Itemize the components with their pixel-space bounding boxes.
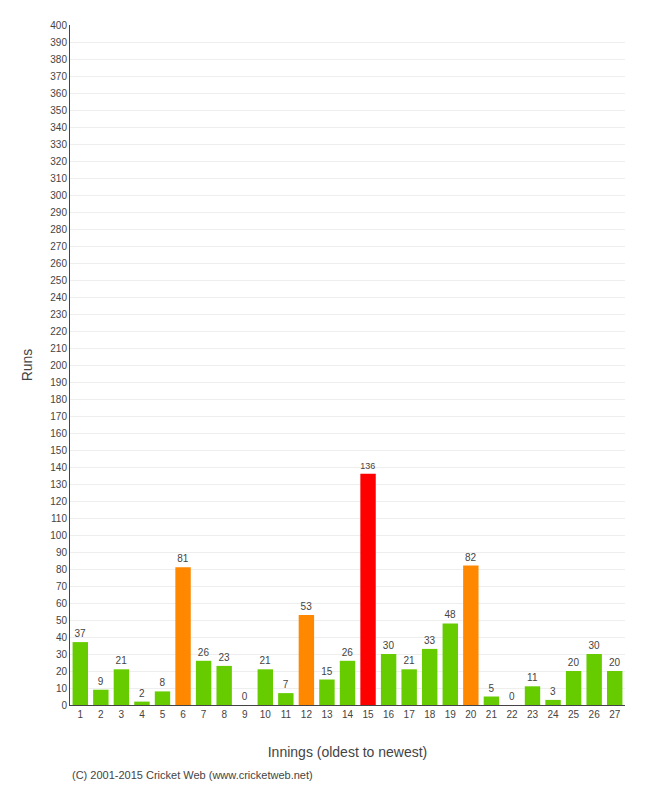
svg-text:81: 81 (177, 553, 189, 564)
svg-text:9: 9 (98, 676, 104, 687)
svg-text:19: 19 (445, 709, 457, 720)
svg-text:21: 21 (486, 709, 498, 720)
svg-text:30: 30 (56, 649, 68, 660)
svg-text:11: 11 (281, 709, 292, 720)
svg-text:16: 16 (383, 709, 395, 720)
svg-text:230: 230 (50, 309, 67, 320)
svg-text:50: 50 (56, 615, 68, 626)
svg-text:180: 180 (50, 394, 67, 405)
svg-text:26: 26 (589, 709, 601, 720)
svg-text:260: 260 (50, 258, 67, 269)
svg-text:150: 150 (50, 445, 67, 456)
svg-text:10: 10 (56, 683, 68, 694)
svg-text:13: 13 (321, 709, 333, 720)
svg-text:80: 80 (56, 564, 68, 575)
svg-text:370: 370 (50, 71, 67, 82)
svg-text:310: 310 (50, 173, 67, 184)
svg-text:330: 330 (50, 139, 67, 150)
svg-text:30: 30 (588, 640, 600, 651)
svg-text:21: 21 (403, 655, 415, 666)
svg-text:17: 17 (404, 709, 416, 720)
svg-text:90: 90 (56, 547, 68, 558)
svg-text:300: 300 (50, 190, 67, 201)
svg-text:170: 170 (50, 411, 67, 422)
svg-text:100: 100 (50, 530, 67, 541)
svg-text:2: 2 (139, 688, 145, 699)
svg-text:250: 250 (50, 275, 67, 286)
svg-text:3: 3 (119, 709, 125, 720)
svg-text:6: 6 (180, 709, 186, 720)
svg-text:5: 5 (488, 683, 494, 694)
svg-text:0: 0 (242, 691, 248, 702)
svg-text:48: 48 (444, 609, 456, 620)
svg-text:270: 270 (50, 241, 67, 252)
svg-text:240: 240 (50, 292, 67, 303)
svg-text:210: 210 (50, 343, 67, 354)
svg-text:136: 136 (360, 461, 375, 471)
svg-text:5: 5 (160, 709, 166, 720)
svg-text:Innings (oldest to newest): Innings (oldest to newest) (268, 744, 428, 760)
svg-text:14: 14 (342, 709, 354, 720)
svg-text:30: 30 (383, 640, 395, 651)
svg-text:40: 40 (56, 632, 68, 643)
svg-text:15: 15 (321, 666, 333, 677)
svg-text:60: 60 (56, 598, 68, 609)
svg-text:15: 15 (362, 709, 374, 720)
svg-text:8: 8 (160, 677, 166, 688)
svg-text:1: 1 (77, 709, 83, 720)
svg-text:10: 10 (260, 709, 272, 720)
svg-text:160: 160 (50, 428, 67, 439)
svg-text:20: 20 (609, 657, 621, 668)
svg-text:7: 7 (201, 709, 207, 720)
svg-text:9: 9 (242, 709, 248, 720)
svg-text:Runs: Runs (19, 349, 35, 382)
svg-text:390: 390 (50, 37, 67, 48)
svg-text:21: 21 (116, 655, 128, 666)
svg-text:18: 18 (424, 709, 436, 720)
svg-text:8: 8 (221, 709, 227, 720)
svg-text:27: 27 (609, 709, 621, 720)
svg-text:220: 220 (50, 326, 67, 337)
svg-text:130: 130 (50, 479, 67, 490)
svg-text:26: 26 (342, 647, 354, 658)
svg-text:21: 21 (259, 655, 271, 666)
svg-text:20: 20 (465, 709, 477, 720)
svg-text:7: 7 (283, 679, 289, 690)
svg-text:82: 82 (465, 552, 477, 563)
svg-text:3: 3 (550, 686, 556, 697)
svg-text:20: 20 (568, 657, 580, 668)
svg-text:360: 360 (50, 88, 67, 99)
svg-text:53: 53 (301, 601, 313, 612)
svg-text:(C) 2001-2015 Cricket Web (www: (C) 2001-2015 Cricket Web (www.cricketwe… (72, 769, 313, 781)
svg-text:350: 350 (50, 105, 67, 116)
svg-text:23: 23 (218, 652, 230, 663)
svg-text:320: 320 (50, 156, 67, 167)
svg-text:24: 24 (547, 709, 559, 720)
svg-text:380: 380 (50, 54, 67, 65)
svg-text:23: 23 (527, 709, 539, 720)
svg-text:20: 20 (56, 666, 68, 677)
svg-text:12: 12 (301, 709, 313, 720)
svg-text:280: 280 (50, 224, 67, 235)
svg-text:33: 33 (424, 635, 436, 646)
svg-text:4: 4 (139, 709, 145, 720)
svg-text:400: 400 (50, 20, 67, 31)
svg-text:120: 120 (50, 496, 67, 507)
svg-text:0: 0 (509, 691, 515, 702)
svg-text:340: 340 (50, 122, 67, 133)
svg-text:70: 70 (56, 581, 68, 592)
svg-text:110: 110 (51, 513, 67, 524)
svg-text:22: 22 (506, 709, 518, 720)
svg-text:140: 140 (50, 462, 67, 473)
svg-text:2: 2 (98, 709, 104, 720)
svg-text:200: 200 (50, 360, 67, 371)
svg-text:37: 37 (74, 628, 86, 639)
svg-text:11: 11 (527, 672, 538, 683)
svg-text:25: 25 (568, 709, 580, 720)
svg-text:26: 26 (198, 647, 210, 658)
svg-text:290: 290 (50, 207, 67, 218)
svg-text:0: 0 (61, 700, 67, 711)
svg-text:190: 190 (50, 377, 67, 388)
